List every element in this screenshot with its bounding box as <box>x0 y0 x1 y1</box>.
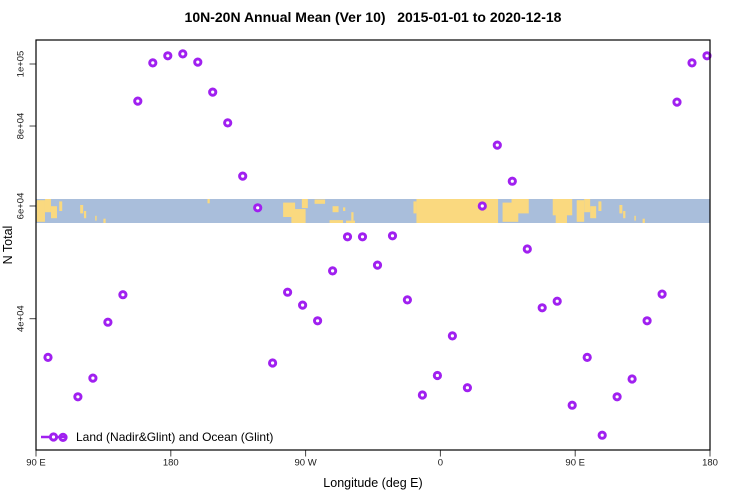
data-point <box>507 176 517 186</box>
map-land <box>36 200 45 222</box>
x-tick-label: 180 <box>702 458 718 469</box>
plot-border <box>35 39 711 451</box>
map-land <box>346 220 356 223</box>
y-tick-label: 1e+05 <box>15 51 26 78</box>
y-tick-label: 8e+04 <box>15 113 26 140</box>
map-land <box>343 207 346 211</box>
data-point <box>208 87 218 97</box>
data-point <box>372 260 383 270</box>
data-point <box>387 231 398 241</box>
data-point <box>238 171 248 181</box>
data-point <box>702 51 712 61</box>
map-land <box>95 215 97 221</box>
data-point <box>268 358 278 368</box>
chart-title: 10N-20N Annual Mean (Ver 10) 2015-01-01 … <box>185 9 562 25</box>
legend-label: Land (Nadir&Glint) and Ocean (Glint) <box>76 430 273 444</box>
map-land <box>576 200 585 222</box>
x-tick-label: 90 E <box>26 458 46 469</box>
data-point <box>253 203 263 213</box>
map-land <box>590 206 597 219</box>
data-point <box>103 317 113 327</box>
data-point <box>537 303 547 313</box>
data-point <box>298 300 308 310</box>
data-point <box>88 373 98 383</box>
data-point <box>43 352 53 362</box>
legend-point-symbol <box>48 432 59 442</box>
data-point <box>328 266 338 276</box>
map-land <box>332 206 339 213</box>
data-point <box>223 118 233 128</box>
map-land <box>584 199 591 213</box>
data-point <box>447 331 457 341</box>
map-land <box>83 211 87 219</box>
data-point <box>612 392 622 402</box>
data-point <box>687 58 697 68</box>
data-point <box>567 400 577 410</box>
map-land <box>103 218 106 223</box>
map-land <box>619 205 623 214</box>
map-land <box>552 199 573 216</box>
map-land <box>301 199 308 209</box>
data-point <box>357 232 368 242</box>
map-land <box>351 212 354 221</box>
map-land <box>314 199 326 204</box>
y-tick-label: 6e+04 <box>15 193 26 220</box>
data-point <box>313 316 323 326</box>
x-tick-label: 90 W <box>295 458 317 469</box>
data-point <box>342 232 353 242</box>
data-point <box>133 96 143 106</box>
map-land <box>329 220 344 223</box>
x-tick-label: 180 <box>163 458 179 469</box>
y-axis-label: N Total <box>1 226 15 265</box>
data-point <box>657 289 667 299</box>
x-tick-label: 90 E <box>565 458 585 469</box>
data-point <box>522 244 532 254</box>
map-land <box>623 211 626 219</box>
map-land <box>291 209 306 223</box>
data-points <box>43 49 712 442</box>
map-land <box>511 199 529 214</box>
y-tick-label: 4e+04 <box>15 305 26 332</box>
data-point <box>492 140 502 150</box>
map-ocean <box>36 199 710 223</box>
map-land <box>50 206 57 219</box>
data-point <box>582 352 592 362</box>
data-point <box>597 430 607 440</box>
data-point <box>148 58 158 68</box>
axis-ticks: 90 E 180 90 W 0 90 E 180 1e+05 8e+04 6e+04 4e+04 <box>15 51 718 469</box>
data-point <box>118 290 128 300</box>
map-land <box>413 201 417 214</box>
data-point <box>417 390 427 400</box>
data-point <box>402 295 412 305</box>
data-point <box>178 49 188 59</box>
data-point <box>627 374 637 384</box>
x-axis-label: Longitude (deg E) <box>323 476 422 490</box>
data-point <box>552 296 562 306</box>
legend: Land (Nadir&Glint) and Ocean (Glint) <box>41 430 273 444</box>
data-point <box>163 51 173 61</box>
x-tick-label: 0 <box>438 458 443 469</box>
data-point <box>432 370 442 381</box>
map-land <box>598 201 602 211</box>
map-land <box>642 218 645 223</box>
map-land <box>207 199 210 204</box>
map-land <box>80 205 84 214</box>
data-point <box>462 383 472 393</box>
map-land <box>44 199 51 213</box>
data-point <box>672 97 682 107</box>
map-land <box>634 215 636 221</box>
map-land <box>283 202 296 217</box>
data-point <box>477 201 487 211</box>
data-point <box>193 57 203 67</box>
map-land <box>555 212 567 223</box>
map-land <box>416 199 499 223</box>
data-point <box>283 287 293 297</box>
data-point <box>642 316 652 326</box>
map-land <box>59 201 63 211</box>
data-point <box>73 392 83 402</box>
world-map-band <box>36 199 710 223</box>
